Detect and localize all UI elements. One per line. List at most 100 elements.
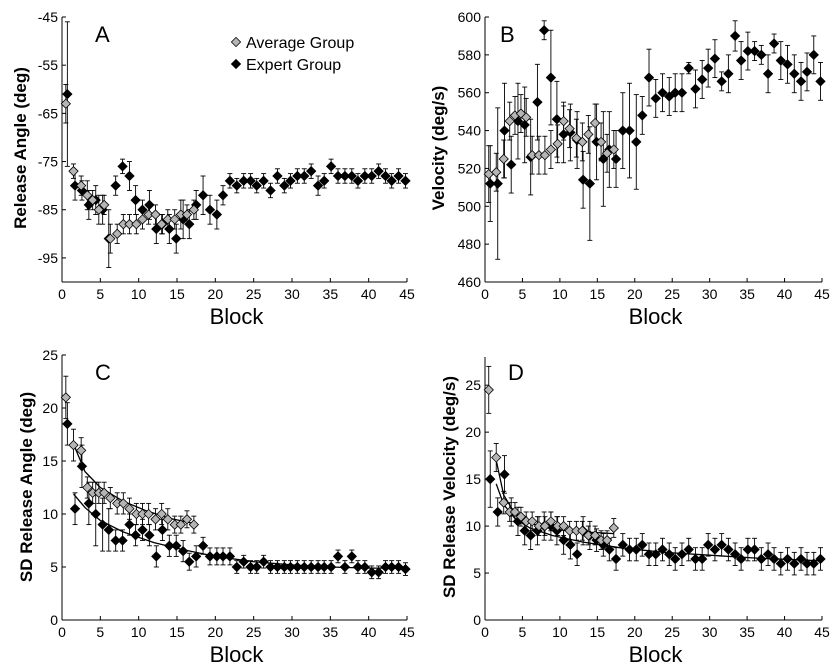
data-point <box>789 558 800 569</box>
data-point <box>99 487 110 498</box>
y-tick-label: 0 <box>473 612 481 628</box>
data-point <box>631 544 642 555</box>
data-point <box>359 561 370 573</box>
y-tick-label: -75 <box>38 154 58 170</box>
data-point <box>637 110 648 121</box>
data-point <box>292 561 303 573</box>
y-tick-label: 20 <box>42 400 58 416</box>
y-axis-title: Velocity (deg/s) <box>429 86 448 211</box>
data-point <box>509 506 521 518</box>
data-point <box>76 445 87 456</box>
x-tick-label: 40 <box>777 624 793 640</box>
data-point <box>299 561 310 573</box>
y-tick-label: 10 <box>42 506 58 522</box>
data-point <box>272 561 283 573</box>
x-tick-label: 45 <box>814 624 830 640</box>
data-point <box>292 170 303 182</box>
x-tick-label: 0 <box>481 624 489 640</box>
data-point <box>143 209 154 220</box>
data-point <box>808 558 819 569</box>
x-tick-label: 5 <box>96 286 104 302</box>
data-point <box>492 506 503 518</box>
data-point <box>762 68 774 79</box>
data-point <box>124 503 135 514</box>
panel-letter: D <box>508 360 524 385</box>
y-axis-title: SD Release Angle (deg) <box>17 392 36 582</box>
data-point <box>177 545 189 557</box>
data-point <box>156 219 167 230</box>
data-point <box>742 45 754 57</box>
y-axis-title: Release Angle (deg) <box>11 67 30 229</box>
data-point <box>670 553 681 565</box>
data-point <box>62 88 73 100</box>
data-point <box>565 539 576 551</box>
data-point <box>815 553 826 565</box>
data-point <box>564 525 575 536</box>
data-point <box>117 535 128 546</box>
data-point <box>279 180 290 191</box>
data-point <box>515 108 527 119</box>
data-point <box>589 530 601 541</box>
data-point <box>224 551 236 562</box>
data-point <box>238 556 249 567</box>
data-point <box>124 519 135 530</box>
data-point <box>124 170 135 182</box>
x-tick-label: 15 <box>590 624 606 640</box>
data-point <box>749 544 760 555</box>
data-point <box>610 153 622 165</box>
data-point <box>285 561 296 573</box>
data-point <box>532 97 543 108</box>
data-point <box>775 558 786 569</box>
data-point <box>69 503 81 514</box>
data-point <box>393 170 404 182</box>
data-point <box>815 76 826 87</box>
data-point <box>552 138 563 149</box>
data-point <box>231 561 242 573</box>
data-point <box>105 492 116 504</box>
data-point <box>601 148 613 159</box>
data-point <box>352 175 364 186</box>
data-point <box>346 551 357 562</box>
legend-marker-average <box>230 36 242 48</box>
series-average <box>60 84 200 254</box>
data-point <box>577 136 588 148</box>
panel-letter: A <box>95 22 110 47</box>
x-tick-label: 30 <box>284 624 300 640</box>
data-point <box>150 209 161 220</box>
data-point <box>164 540 175 551</box>
data-point <box>515 511 527 522</box>
data-point <box>251 180 262 191</box>
data-point <box>571 549 583 560</box>
data-point <box>492 178 503 189</box>
data-point <box>169 214 180 225</box>
data-point <box>117 161 128 172</box>
data-point <box>595 136 607 148</box>
data-point <box>683 544 694 555</box>
data-point <box>782 553 793 565</box>
x-tick-label: 20 <box>208 286 224 302</box>
data-point <box>756 553 767 565</box>
data-point <box>571 132 582 144</box>
data-point <box>657 544 668 555</box>
data-point <box>224 175 236 186</box>
data-point <box>118 498 129 509</box>
data-point <box>624 544 635 555</box>
data-point <box>499 469 510 480</box>
data-point <box>643 549 655 560</box>
data-point <box>498 153 509 165</box>
x-tick-label: 35 <box>739 624 755 640</box>
data-point <box>527 150 538 161</box>
data-point <box>83 498 94 509</box>
x-tick-label: 15 <box>169 286 185 302</box>
x-tick-label: 15 <box>169 624 185 640</box>
series-average <box>483 94 619 203</box>
data-point <box>400 563 411 575</box>
data-point <box>539 520 551 532</box>
data-point <box>60 392 71 403</box>
y-tick-label: 460 <box>458 274 482 290</box>
data-point <box>801 558 813 569</box>
data-point <box>332 551 344 562</box>
data-point <box>124 219 135 230</box>
data-point <box>373 166 384 177</box>
data-point <box>156 508 167 520</box>
